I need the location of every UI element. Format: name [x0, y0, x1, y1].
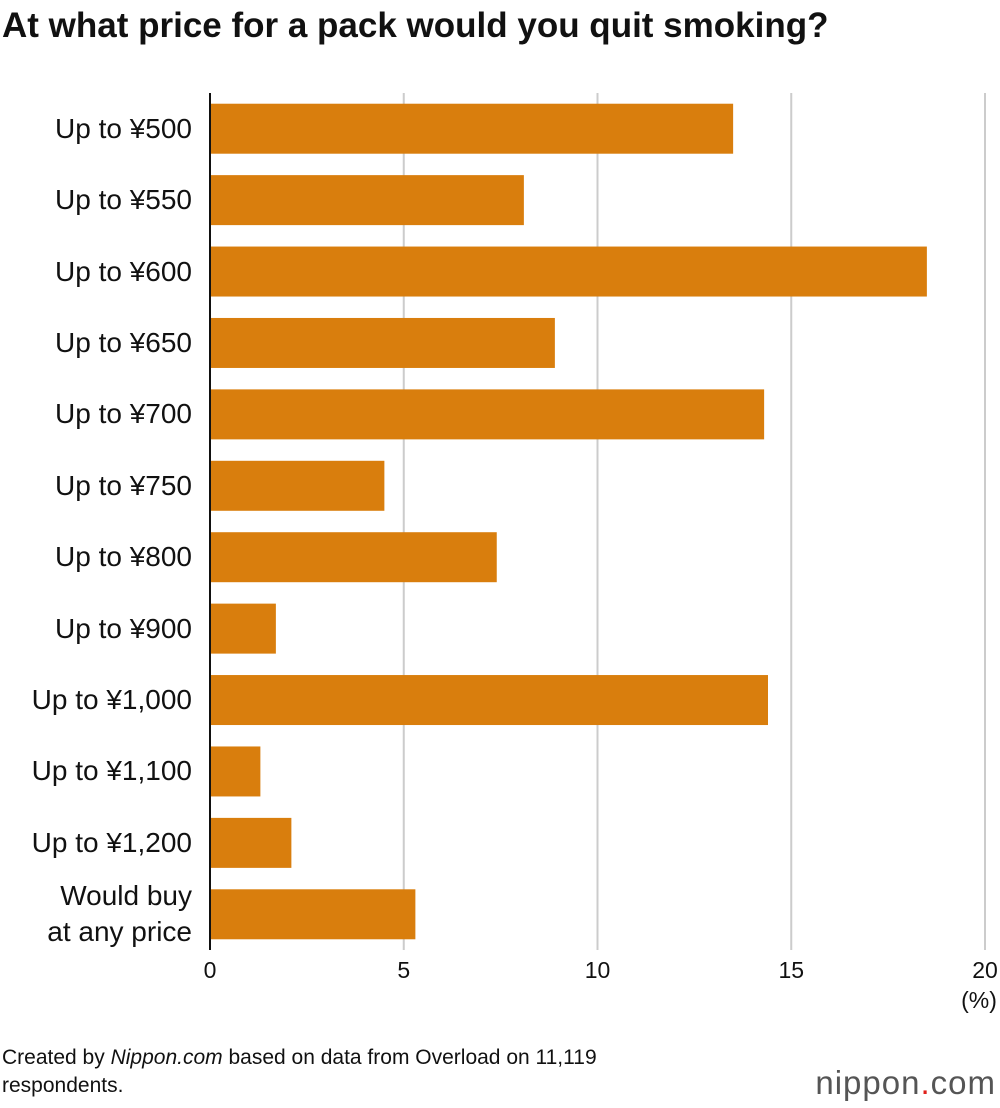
chart-title: At what price for a pack would you quit … [2, 6, 829, 45]
source-note: Created by Nippon.com based on data from… [2, 1044, 662, 1100]
x-tick-label: 10 [585, 957, 611, 983]
bar [210, 103, 734, 154]
y-tick-label: Would buy at any price [47, 880, 192, 948]
y-tick-label: Up to ¥1,100 [31, 755, 192, 787]
bar [210, 532, 497, 583]
y-tick-label: Up to ¥700 [55, 398, 192, 430]
x-tick-label: 0 [204, 957, 217, 983]
bar [210, 889, 416, 940]
bar [210, 603, 276, 654]
x-unit: (%) [961, 987, 997, 1013]
note-text: Nippon.com [110, 1046, 223, 1069]
bar [210, 389, 765, 440]
logo-text: . [920, 1064, 931, 1101]
y-tick-label: Up to ¥600 [55, 255, 192, 287]
y-tick-label: Up to ¥1,200 [31, 826, 192, 858]
x-tick-label: 15 [778, 957, 804, 983]
logo-text: nippon [815, 1064, 921, 1101]
y-tick-label: Up to ¥650 [55, 326, 192, 358]
bar [210, 675, 768, 726]
y-tick-label: Up to ¥550 [55, 184, 192, 216]
bar [210, 246, 927, 297]
bar [210, 317, 555, 368]
bar [210, 175, 524, 226]
chart: 0 5 10 15 20 (%) [204, 93, 998, 1013]
y-tick-label: Up to ¥1,000 [31, 684, 192, 716]
y-tick-label: Up to ¥900 [55, 612, 192, 644]
bar [210, 746, 261, 797]
note-text: Created by [2, 1046, 105, 1069]
y-tick-label: Up to ¥750 [55, 469, 192, 501]
logo: nippon.com [815, 1064, 996, 1102]
x-tick-label: 20 [972, 957, 998, 983]
y-tick-label: Up to ¥800 [55, 541, 192, 573]
x-tick-label: 5 [397, 957, 410, 983]
bar [210, 817, 292, 868]
bar [210, 460, 385, 511]
note-text: based on data from Overload on 11,119 re… [2, 1046, 597, 1097]
logo-text: com [930, 1064, 996, 1101]
y-tick-label: Up to ¥500 [55, 112, 192, 144]
